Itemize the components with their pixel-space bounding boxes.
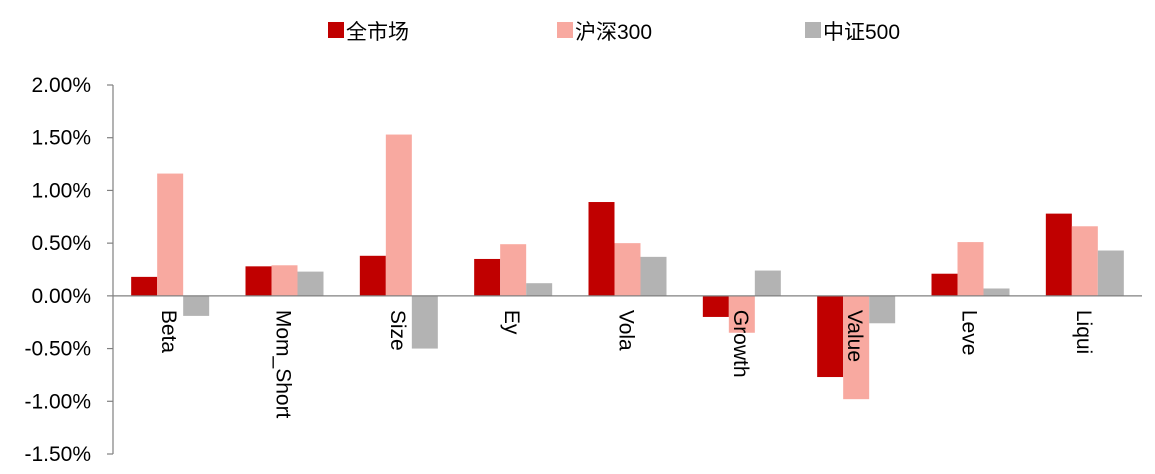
legend-swatch bbox=[328, 22, 344, 38]
bar-liqui-series-3 bbox=[1097, 250, 1124, 296]
bar-size-series-2 bbox=[385, 134, 412, 296]
bar-leve-series-3 bbox=[983, 288, 1010, 296]
legend-label: 全市场 bbox=[346, 21, 409, 44]
bar-liqui-series-1 bbox=[1045, 213, 1072, 296]
legend-label: 沪深300 bbox=[575, 21, 652, 44]
legend-swatch bbox=[557, 22, 573, 38]
bar-growth-series-3 bbox=[754, 270, 781, 296]
x-tick-label: Leve bbox=[958, 310, 981, 356]
legend-swatch bbox=[805, 22, 821, 38]
x-tick-label: Ey bbox=[500, 310, 523, 335]
bars-group bbox=[131, 134, 1124, 400]
bar-mom-short-series-3 bbox=[297, 271, 324, 296]
bar-value-series-2 bbox=[843, 295, 870, 400]
y-tick-label: 1.50% bbox=[31, 127, 91, 150]
bar-vola-series-3 bbox=[640, 256, 667, 296]
y-tick-label: -0.50% bbox=[24, 338, 91, 361]
bar-growth-series-2 bbox=[728, 295, 755, 333]
bar-mom-short-series-2 bbox=[271, 265, 298, 296]
y-tick-label: 2.00% bbox=[31, 74, 91, 97]
y-tick-label: 1.00% bbox=[31, 179, 91, 202]
y-tick-label: 0.50% bbox=[31, 232, 91, 255]
x-tick-label: Growth bbox=[729, 310, 752, 378]
bar-leve-series-1 bbox=[931, 273, 958, 296]
x-tick-label: Beta bbox=[157, 310, 180, 354]
bar-ey-series-3 bbox=[526, 283, 553, 296]
bar-mom-short-series-1 bbox=[245, 266, 272, 296]
y-tick-label: 0.00% bbox=[31, 285, 91, 308]
bar-ey-series-1 bbox=[474, 258, 501, 296]
bar-vola-series-2 bbox=[614, 243, 641, 296]
y-tick-label: -1.00% bbox=[24, 390, 91, 413]
chart-legend: 全市场 沪深300 中证500 bbox=[328, 21, 900, 44]
bar-size-series-1 bbox=[359, 255, 386, 296]
bar-ey-series-2 bbox=[500, 244, 527, 296]
bar-liqui-series-2 bbox=[1071, 226, 1098, 296]
x-tick-label: Liqui bbox=[1072, 310, 1095, 354]
x-tick-label: Size bbox=[386, 310, 409, 351]
bar-size-series-3 bbox=[411, 295, 438, 349]
x-tick-label: Mom_Short bbox=[272, 310, 295, 419]
bar-beta-series-3 bbox=[183, 295, 210, 316]
x-axis: Beta Mom_Short Size Ey Vola Growth Value Leve Li… bbox=[113, 295, 1142, 419]
y-tick-label: -1.50% bbox=[24, 443, 91, 466]
bar-leve-series-2 bbox=[957, 242, 984, 296]
bar-beta-series-1 bbox=[131, 276, 158, 296]
legend-label: 中证500 bbox=[823, 21, 900, 44]
x-tick-label: Vola bbox=[615, 310, 638, 351]
x-tick-label: Value bbox=[843, 310, 866, 362]
y-axis: 2.00% 1.50% 1.00% 0.50% 0.00% -0.50% -1.00% -1.… bbox=[24, 74, 114, 466]
bar-growth-series-1 bbox=[702, 295, 729, 317]
bar-value-series-1 bbox=[817, 295, 844, 378]
bar-value-series-3 bbox=[869, 295, 896, 324]
bar-vola-series-1 bbox=[588, 202, 615, 296]
bar-beta-series-2 bbox=[157, 173, 184, 296]
